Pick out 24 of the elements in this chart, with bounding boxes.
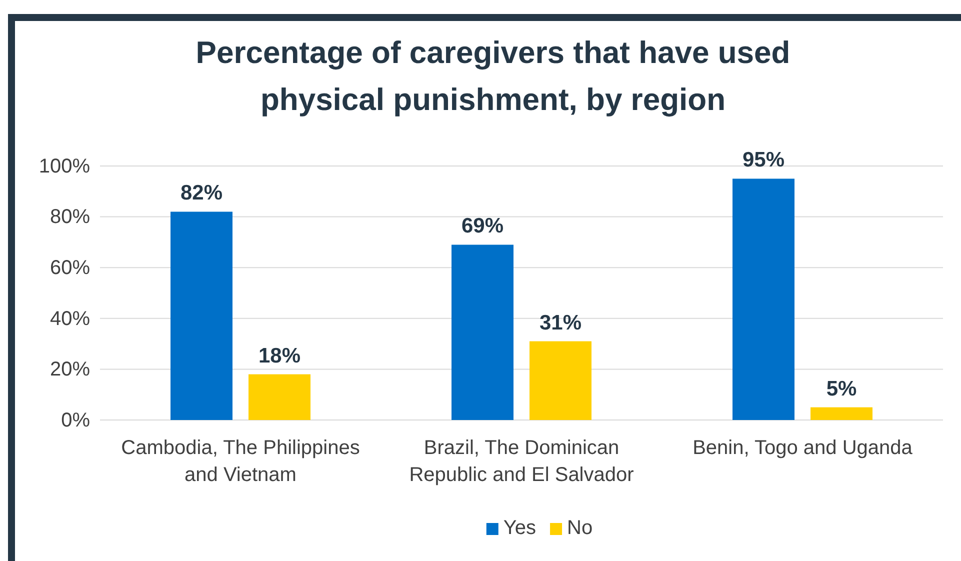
bar	[732, 178, 794, 420]
bar	[170, 212, 232, 420]
legend-label: No	[567, 517, 593, 539]
x-tick-label: Benin, Togo and Uganda	[692, 437, 914, 459]
y-tick-label: 40%	[50, 308, 90, 330]
bar	[530, 341, 592, 420]
data-label: 5%	[826, 377, 857, 400]
chart-title: Percentage of caregivers that have used physical punishment, by region	[196, 35, 790, 117]
y-tick-label: 80%	[50, 206, 90, 228]
data-label: 95%	[742, 148, 785, 172]
data-label: 69%	[461, 214, 504, 238]
x-tick-label: Brazil, The Dominican Republic and El Salvador	[409, 437, 634, 486]
bar	[452, 244, 514, 420]
y-tick-label: 0%	[61, 409, 90, 432]
bar	[248, 374, 310, 420]
y-tick-label: 20%	[50, 358, 90, 381]
data-label: 18%	[258, 344, 301, 368]
x-tick-label: Cambodia, The Philippines and Vietnam	[121, 437, 360, 486]
y-tick-label: 60%	[50, 257, 90, 279]
data-label: 31%	[539, 311, 582, 334]
legend-label: Yes	[503, 517, 536, 539]
y-tick-label: 100%	[38, 155, 90, 178]
bar	[810, 407, 872, 420]
data-label: 82%	[180, 182, 223, 205]
